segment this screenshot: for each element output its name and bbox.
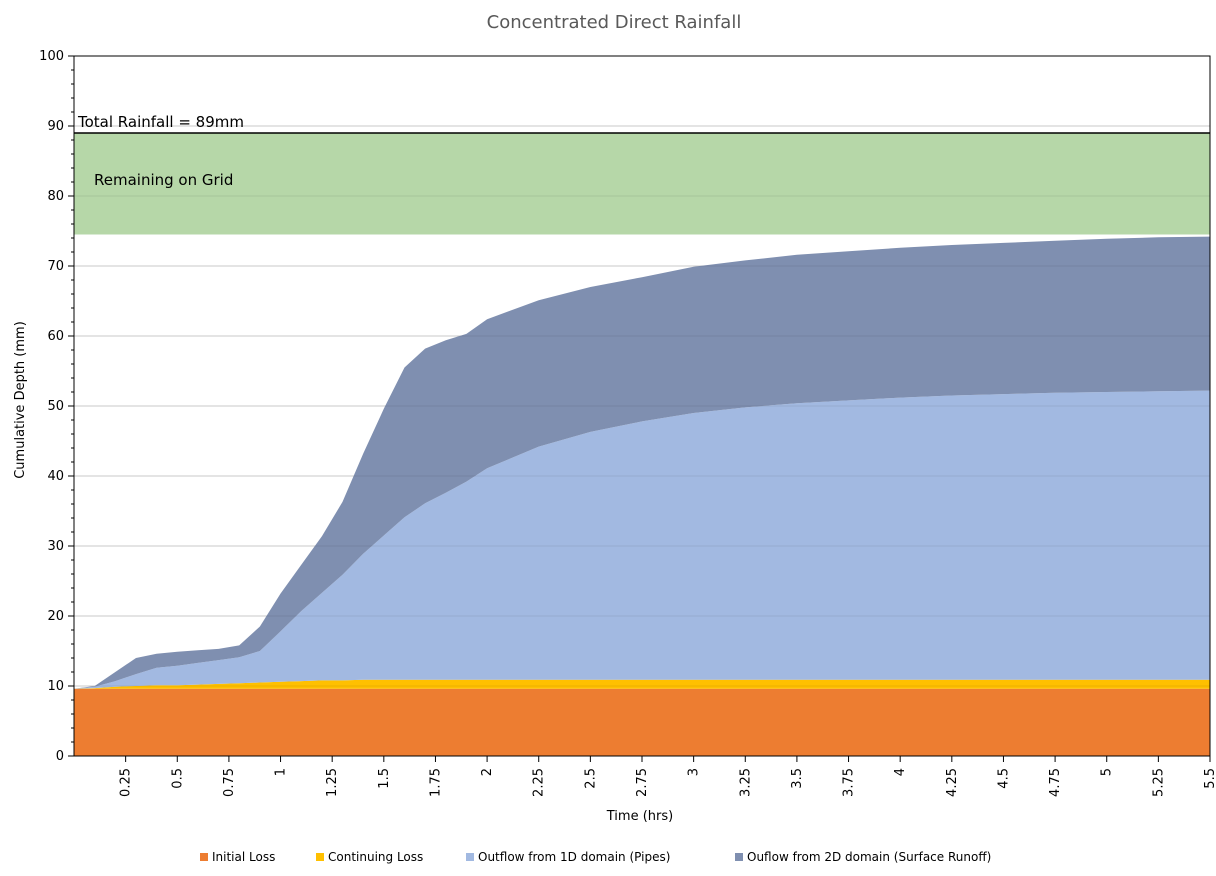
y-tick-label-100: 100 [39,49,64,64]
x-tick-label-0.25: 0.25 [119,768,134,797]
legend: Initial Loss Continuing Loss Outflow from … [200,850,991,864]
y-tick-label-20: 20 [47,609,64,624]
x-tick-label-0.75: 0.75 [222,768,237,797]
y-tick-label-80: 80 [47,189,64,204]
x-tick-label-3: 3 [687,768,702,776]
x-tick-label-1.25: 1.25 [325,768,340,797]
legend-swatch-1 [200,853,208,861]
area-series-2 [74,679,1210,689]
y-tick-label-40: 40 [47,469,64,484]
x-tick-label-5.5: 5.5 [1203,768,1216,789]
y-tick-label-60: 60 [47,329,64,344]
x-axis-label: Time (hrs) [606,809,673,824]
plot-area: Total Rainfall = 89mm Remaining on Grid 0 1… [39,49,1216,797]
x-tick-label-3.25: 3.25 [738,768,753,797]
x-tick-label-5.25: 5.25 [1151,768,1166,797]
y-tick-label-30: 30 [47,539,64,554]
x-tick-label-2: 2 [480,768,495,776]
legend-label-4: Ouflow from 2D domain (Surface Runoff) [747,850,991,864]
area-series-3 [74,390,1210,689]
area-series-4 [74,236,1210,689]
legend-swatch-3 [466,853,474,861]
x-tick-label-5: 5 [1100,768,1115,776]
y-tick-label-0: 0 [56,749,64,764]
x-tick-label-1.5: 1.5 [377,768,392,789]
x-tick-label-1: 1 [274,768,289,776]
y-axis-label: Cumulative Depth (mm) [13,321,28,479]
y-tick-label-10: 10 [47,679,64,694]
legend-swatch-4 [735,853,743,861]
legend-label-2: Continuing Loss [328,850,423,864]
x-tick-label-2.75: 2.75 [635,768,650,797]
x-tick-label-4: 4 [893,768,908,776]
y-tick-label-50: 50 [47,399,64,414]
x-tick-label-0.5: 0.5 [170,768,185,789]
band-remaining-on-grid [74,133,1210,235]
legend-label-3: Outflow from 1D domain (Pipes) [478,850,670,864]
annotation-remaining-on-grid: Remaining on Grid [94,171,233,189]
y-tick-label-90: 90 [47,119,64,134]
x-tick-label-4.75: 4.75 [1048,768,1063,797]
x-tick-label-4.25: 4.25 [945,768,960,797]
x-tick-label-4.5: 4.5 [996,768,1011,789]
x-tick-label-2.25: 2.25 [532,768,547,797]
area-series-1 [74,688,1210,756]
y-tick-label-70: 70 [47,259,64,274]
legend-swatch-2 [316,853,324,861]
x-tick-label-3.75: 3.75 [842,768,857,797]
legend-label-1: Initial Loss [212,850,275,864]
x-tick-label-1.75: 1.75 [428,768,443,797]
x-tick-label-2.5: 2.5 [583,768,598,789]
x-tick-label-3.5: 3.5 [790,768,805,789]
annotation-total-rainfall: Total Rainfall = 89mm [77,113,244,131]
chart-title: Concentrated Direct Rainfall [487,12,742,33]
